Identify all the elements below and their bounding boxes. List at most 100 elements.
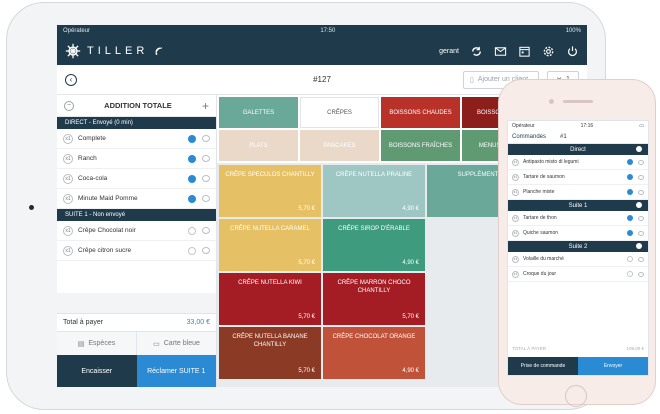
top-navbar: TILLER gerant xyxy=(57,37,587,65)
comment-bubble-icon[interactable] xyxy=(638,256,644,262)
sent-check-icon[interactable] xyxy=(188,134,196,143)
pending-clock-icon[interactable] xyxy=(188,226,196,235)
order-line-item[interactable]: x1 Minute Maid Pomme xyxy=(57,189,216,209)
collapse-minus-icon[interactable]: − xyxy=(64,100,74,111)
add-plus-icon[interactable]: + xyxy=(201,98,209,113)
sent-check-icon[interactable] xyxy=(188,194,196,203)
product-tile[interactable]: CRÊPE SPECULOS CHANTILLY 5,70 € xyxy=(219,165,321,217)
category-tab[interactable]: GALETTES xyxy=(219,97,298,128)
iphone-order-line[interactable]: x1 Croque du jour xyxy=(508,267,648,282)
comment-bubble-icon[interactable] xyxy=(638,159,644,165)
product-price: 5,70 € xyxy=(298,314,315,320)
item-name: Tartare de thon xyxy=(523,215,557,221)
card-button[interactable]: ▭ Carte bleue xyxy=(136,332,216,355)
comment-bubble-icon[interactable] xyxy=(638,215,644,221)
sent-check-icon[interactable] xyxy=(627,174,633,180)
addition-panel: − ADDITION TOTALE + DIRECT - Envoyé (0 m… xyxy=(57,95,217,387)
envoyer-button[interactable]: Envoyer xyxy=(578,357,648,375)
iphone-section-label: Suite 1 xyxy=(568,202,588,209)
power-icon[interactable] xyxy=(566,45,579,58)
prise-de-commande-button[interactable]: Prise de commande xyxy=(508,357,578,375)
comment-bubble-icon[interactable] xyxy=(202,227,210,234)
product-tile[interactable]: CRÊPE NUTELLA BANANE CHANTILLY 5,70 € xyxy=(219,327,321,379)
section-header-direct[interactable]: DIRECT - Envoyé (0 min) xyxy=(57,117,216,129)
sent-check-icon[interactable] xyxy=(188,174,196,183)
comment-bubble-icon[interactable] xyxy=(202,175,210,182)
product-tile[interactable]: CRÊPE NUTELLA CARAMEL 5,70 € xyxy=(219,219,321,271)
product-tile[interactable]: CRÊPE MARRON CHOCO CHANTILLY 5,70 € xyxy=(323,273,425,325)
order-line-item[interactable]: x1 Crêpe Chocolat noir xyxy=(57,221,216,241)
category-tab[interactable]: PANCAKES xyxy=(300,130,379,161)
user-name[interactable]: gerant xyxy=(439,47,459,55)
cash-button[interactable]: ▤ Espèces xyxy=(57,332,136,355)
comment-bubble-icon[interactable] xyxy=(638,230,644,236)
product-tile[interactable]: CRÊPE SIROP D'ÉRABLE 4,90 € xyxy=(323,219,425,271)
ipad-device: Opérateur 17:50 100% TILLER xyxy=(6,2,606,410)
iphone-section-header[interactable]: Suite 1 xyxy=(508,200,648,211)
item-name: Tartare de saumon xyxy=(523,174,565,180)
sent-check-icon[interactable] xyxy=(627,189,633,195)
quantity-badge: x1 xyxy=(63,173,73,184)
category-tab[interactable]: BOISSONS FRAÎCHES xyxy=(381,130,460,161)
iphone-section-header[interactable]: Direct xyxy=(508,144,648,155)
iphone-order-line[interactable]: x1 Volaille du marché xyxy=(508,252,648,267)
quantity-badge: x1 xyxy=(512,188,519,196)
calendar-icon[interactable] xyxy=(518,45,531,58)
iphone-section-label: Suite 2 xyxy=(568,243,588,250)
iphone-section-header[interactable]: Suite 2 xyxy=(508,241,648,252)
comment-bubble-icon[interactable] xyxy=(202,195,210,202)
cash-label: Espèces xyxy=(88,340,116,347)
pending-clock-icon[interactable] xyxy=(627,271,633,277)
settings-gear-icon[interactable] xyxy=(542,45,555,58)
ipad-camera xyxy=(29,205,34,210)
back-chevron-icon[interactable]: ‹ xyxy=(65,73,77,86)
inbox-icon[interactable] xyxy=(494,45,507,58)
order-line-item[interactable]: x1 Coca-cola xyxy=(57,169,216,189)
carrier-label: Opérateur xyxy=(63,28,91,34)
iphone-navbar: Commandes #1 xyxy=(508,130,648,144)
comment-bubble-icon[interactable] xyxy=(202,135,210,142)
comment-bubble-icon[interactable] xyxy=(202,247,210,254)
iphone-order-line[interactable]: x1 Planche mixte xyxy=(508,185,648,200)
product-name: CRÊPE NUTELLA PRALINE xyxy=(335,172,413,178)
item-name: Complete xyxy=(78,135,106,142)
item-name: Antipasto misto di legumi xyxy=(523,159,579,165)
item-name: Volaille du marché xyxy=(523,256,564,262)
sent-check-icon[interactable] xyxy=(627,215,633,221)
category-tab[interactable]: CRÊPES xyxy=(300,97,379,128)
pending-clock-icon[interactable] xyxy=(188,246,196,255)
iphone-order-line[interactable]: x1 Quiche saumon xyxy=(508,226,648,241)
iphone-order-line[interactable]: x1 Antipasto misto di legumi xyxy=(508,155,648,170)
category-tab[interactable]: PLATS xyxy=(219,130,298,161)
payment-methods: ▤ Espèces ▭ Carte bleue xyxy=(57,331,216,355)
sent-check-icon[interactable] xyxy=(627,230,633,236)
order-line-item[interactable]: x1 Ranch xyxy=(57,149,216,169)
comment-bubble-icon[interactable] xyxy=(638,271,644,277)
product-name: CRÊPE NUTELLA KIWI xyxy=(238,280,302,286)
card-label: Carte bleue xyxy=(163,340,200,347)
item-name: Planche mixte xyxy=(523,189,555,195)
comment-bubble-icon[interactable] xyxy=(202,155,210,162)
reclamer-button[interactable]: Réclamer SUITE 1 xyxy=(136,355,216,387)
iphone-order-line[interactable]: x1 Tartare de saumon xyxy=(508,170,648,185)
product-tile[interactable]: CRÊPE NUTELLA PRALINE 4,90 € xyxy=(323,165,425,217)
comment-bubble-icon[interactable] xyxy=(638,174,644,180)
commandes-back-link[interactable]: Commandes xyxy=(512,133,547,140)
iphone-order-line[interactable]: x1 Tartare de thon xyxy=(508,211,648,226)
sent-check-icon[interactable] xyxy=(627,159,633,165)
item-name: Coca-cola xyxy=(78,175,108,182)
section-header-suite-1[interactable]: SUITE 1 - Non envoyé xyxy=(57,209,216,221)
encaisser-button[interactable]: Encaisser xyxy=(57,355,137,387)
battery-label: 100% xyxy=(565,28,581,34)
quantity-badge: x1 xyxy=(63,133,73,144)
sent-check-icon[interactable] xyxy=(188,154,196,163)
category-tab[interactable]: BOISSONS CHAUDES xyxy=(381,97,460,128)
pending-clock-icon[interactable] xyxy=(627,256,633,262)
product-tile[interactable]: CRÊPE CHOCOLAT ORANGE 4,90 € xyxy=(323,327,425,379)
sync-icon[interactable] xyxy=(470,45,483,58)
comment-bubble-icon[interactable] xyxy=(638,189,644,195)
order-line-item[interactable]: x1 Crêpe citron sucre xyxy=(57,241,216,261)
order-line-item[interactable]: x1 Complete xyxy=(57,129,216,149)
product-tile[interactable]: CRÊPE NUTELLA KIWI 5,70 € xyxy=(219,273,321,325)
